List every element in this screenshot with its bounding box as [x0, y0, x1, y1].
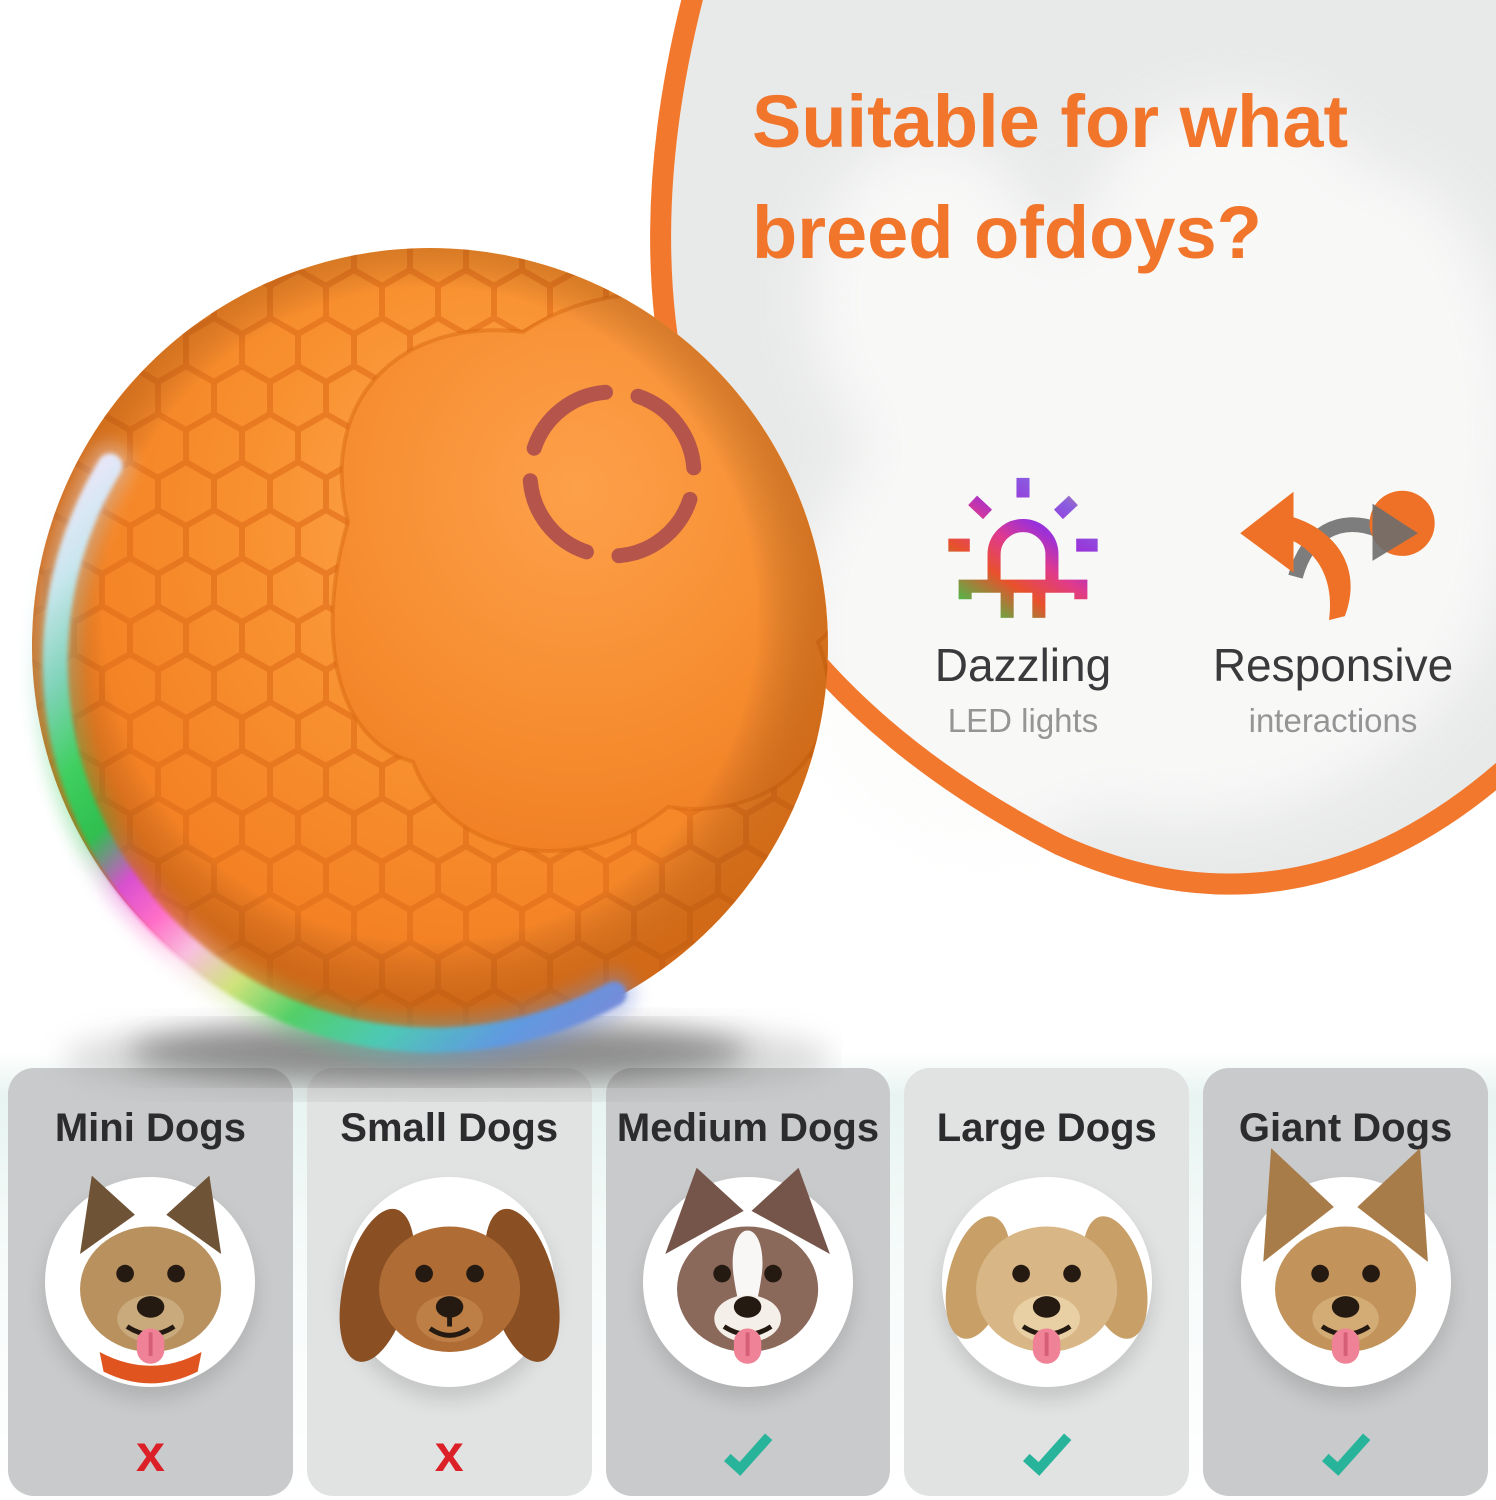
check-icon [723, 1433, 773, 1476]
dog-photo-yorkshire-terrier [79, 1175, 221, 1384]
card-title: Mini Dogs [54, 1106, 246, 1150]
cross-icon: x [135, 1425, 165, 1483]
dog-size-card: Medium Dogs [605, 1068, 891, 1496]
headline-line2: breed ofdoys? [752, 191, 1262, 274]
card-title: Large Dogs [936, 1106, 1157, 1150]
card-title: Giant Dogs [1238, 1106, 1453, 1150]
dog-photo [941, 1177, 1152, 1387]
dog-size-cards: Mini Dogs x Small Dogs x Medium Dogs Lar… [8, 1068, 1488, 1496]
led-rainbow-icon [948, 477, 1098, 618]
suitability-mark: x [307, 1424, 592, 1484]
suitability-mark [606, 1424, 891, 1484]
suitability-mark: x [8, 1424, 293, 1484]
feature-responsive: Responsive interactions [1178, 436, 1488, 740]
headline: Suitable for what breed ofdoys? [752, 66, 1348, 288]
feature-sublabel: interactions [1248, 702, 1418, 739]
dog-photo-border-collie [665, 1167, 831, 1364]
dog-photo [45, 1175, 256, 1387]
dog-size-card: Large Dogs [904, 1068, 1190, 1496]
dog-size-card: Small Dogs x [306, 1068, 592, 1496]
card-title: Small Dogs [340, 1106, 559, 1150]
check-icon [1321, 1433, 1370, 1476]
feature-callouts: Dazzling LED lights Responsive interacti… [868, 436, 1488, 740]
feature-sublabel: LED lights [947, 702, 1099, 739]
suitability-mark [1203, 1424, 1488, 1484]
check-icon [1022, 1433, 1072, 1476]
card-title: Medium Dogs [616, 1106, 880, 1150]
dog-photo-dachshund [339, 1208, 560, 1362]
suitability-mark [904, 1424, 1189, 1484]
faded-dog-photo [795, 100, 1496, 850]
headline-line1: Suitable for what [752, 80, 1349, 163]
dog-photo [339, 1177, 560, 1387]
cross-icon: x [434, 1425, 464, 1483]
feature-dazzling-led: Dazzling LED lights [868, 436, 1178, 740]
feature-label: Responsive [1212, 639, 1454, 691]
dog-size-card: Giant Dogs [1203, 1068, 1488, 1496]
bounce-arrows-icon [1240, 490, 1435, 621]
dog-size-card: Mini Dogs x [8, 1068, 293, 1496]
dog-photo-golden-retriever [945, 1216, 1148, 1364]
feature-label: Dazzling [934, 639, 1112, 691]
dog-photo [1240, 1148, 1451, 1387]
dog-photo-pit-bull [1263, 1148, 1428, 1364]
dog-photo [642, 1167, 853, 1387]
